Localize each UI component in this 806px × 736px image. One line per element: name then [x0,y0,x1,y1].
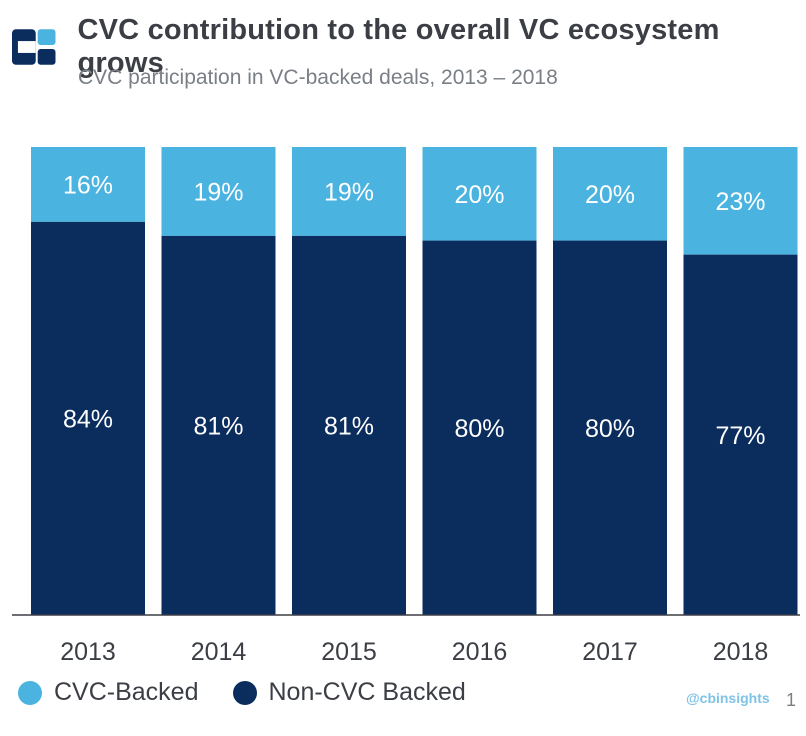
bar-cvc-2015 [292,147,406,236]
x-tick-label-2016: 2016 [452,638,508,666]
bar-non-cvc-2016 [422,240,537,615]
chart-legend: CVC-Backed Non-CVC Backed [18,678,500,707]
data-label-cvc-2016: 20% [454,181,504,209]
legend-label-non-cvc: Non-CVC Backed [268,678,466,706]
chart-header: CVC contribution to the overall VC ecosy… [12,14,806,80]
bar-cvc-2016 [422,147,537,241]
bar-non-cvc-2013 [31,221,145,615]
x-tick-label-2017: 2017 [582,638,638,666]
bar-cvc-2014 [161,147,276,236]
data-label-non-cvc-2014: 81% [193,412,243,440]
data-label-non-cvc-2013: 84% [63,405,113,433]
data-label-cvc-2018: 23% [715,188,765,216]
chart-title: CVC contribution to the overall VC ecosy… [77,14,720,79]
data-label-cvc-2013: 16% [63,171,113,199]
legend-dot-non-cvc [232,680,257,705]
cb-insights-logo-icon [12,29,56,65]
bar-cvc-2018 [683,147,798,255]
bar-non-cvc-2017 [553,240,667,615]
legend-item-non-cvc: Non-CVC Backed [232,678,466,707]
data-label-cvc-2017: 20% [585,181,635,209]
bar-cvc-2013 [31,147,145,222]
x-tick-label-2014: 2014 [191,638,247,666]
legend-label-cvc: CVC-Backed [54,678,199,706]
data-label-non-cvc-2016: 80% [454,415,504,443]
data-label-non-cvc-2018: 77% [715,422,765,450]
bar-non-cvc-2018 [683,254,798,615]
x-tick-label-2018: 2018 [713,638,769,666]
stacked-bar-chart: 16% 84% 2013 19% 81% 2014 19% 81% 2015 20% 80% 2016… [12,147,800,666]
chart-subtitle: CVC participation in VC-backed deals, 20… [78,66,558,89]
legend-item-cvc: CVC-Backed [18,678,199,707]
page-number: 1 [786,690,797,710]
bar-non-cvc-2015 [292,235,406,616]
legend-dot-cvc [18,680,42,705]
data-label-non-cvc-2015: 81% [324,412,374,440]
source-credit: @cbinsights [686,690,770,706]
data-label-cvc-2015: 19% [324,178,374,206]
bar-cvc-2017 [553,147,667,241]
data-label-non-cvc-2017: 80% [585,415,635,443]
data-label-cvc-2014: 19% [193,178,243,206]
x-tick-label-2013: 2013 [60,638,116,666]
bar-non-cvc-2014 [161,235,276,616]
x-tick-label-2015: 2015 [321,638,377,666]
